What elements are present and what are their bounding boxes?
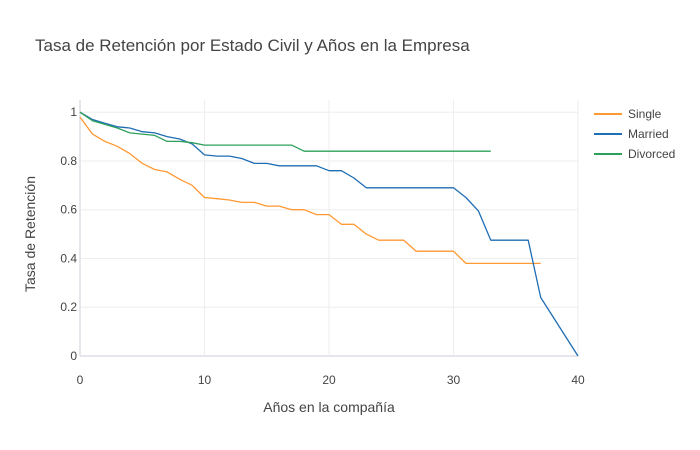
y-tick-label: 0.2 bbox=[60, 300, 77, 314]
legend-item-single[interactable]: Single bbox=[594, 107, 662, 121]
series-line-divorced bbox=[79, 111, 491, 152]
legend-item-married[interactable]: Married bbox=[594, 127, 669, 141]
x-tick-label: 40 bbox=[571, 373, 585, 387]
x-axis-label: Años en la compañía bbox=[263, 399, 395, 415]
x-tick-label: 0 bbox=[77, 373, 84, 387]
axis-ticks: 00.20.40.60.810 10 20 30 40 bbox=[60, 105, 585, 387]
x-tick-label: 30 bbox=[447, 373, 461, 387]
y-tick-label: 0.4 bbox=[60, 251, 77, 265]
y-tick-label: 0.6 bbox=[60, 203, 77, 217]
y-tick-label: 0.8 bbox=[60, 154, 77, 168]
y-axis-label: Tasa de Retención bbox=[22, 176, 38, 292]
y-tick-label: 0 bbox=[70, 349, 77, 363]
legend-item-divorced[interactable]: Divorced bbox=[594, 147, 675, 161]
x-tick-label: 20 bbox=[322, 373, 336, 387]
legend-label: Married bbox=[628, 127, 669, 141]
series-line-single bbox=[79, 116, 541, 265]
legend-label: Single bbox=[628, 107, 662, 121]
chart-title: Tasa de Retención por Estado Civil y Año… bbox=[35, 36, 470, 55]
legend[interactable]: Single Married Divorced bbox=[594, 107, 675, 161]
x-tick-label: 10 bbox=[198, 373, 212, 387]
y-tick-label: 1 bbox=[70, 105, 77, 119]
gridlines bbox=[79, 100, 579, 357]
series-lines bbox=[79, 111, 579, 357]
series-line-married bbox=[79, 111, 579, 357]
legend-label: Divorced bbox=[628, 147, 675, 161]
